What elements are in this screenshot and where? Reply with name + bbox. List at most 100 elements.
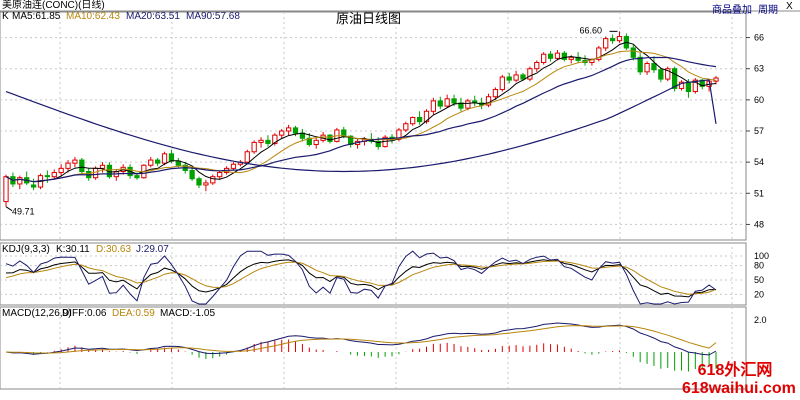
kdj-tick-label: 80	[754, 261, 764, 271]
candle-body	[499, 76, 505, 90]
price-tick-label: 57	[754, 126, 764, 136]
candle-body	[644, 63, 650, 73]
candle-body	[637, 56, 643, 73]
candle-body	[203, 182, 209, 186]
price-tick-label: 51	[754, 188, 764, 198]
candle-body	[168, 153, 175, 162]
candle-body	[672, 68, 678, 89]
candle-body	[678, 81, 685, 89]
period-button[interactable]: 周期	[758, 5, 778, 16]
kdj-tick-label: 100	[754, 251, 769, 261]
candle-body	[596, 47, 602, 60]
macd-legend-name: MACD(12,26,9)	[2, 308, 72, 319]
add-commodity-button[interactable]: 商品叠加	[712, 5, 752, 16]
candle-body	[692, 79, 698, 93]
candle-body	[244, 151, 250, 163]
candle-body	[665, 68, 671, 80]
ma20-line	[5, 56, 717, 183]
watermark-line2: 618waihui.com	[682, 380, 796, 397]
chart-title: 原油日线图	[336, 11, 402, 26]
candle-body	[51, 172, 57, 178]
candle-body	[485, 96, 492, 106]
kdj-j-line	[5, 250, 717, 305]
candle-body	[44, 175, 50, 178]
watermark-logo: 618外汇网 618waihui.com	[682, 362, 796, 398]
candle-body	[685, 81, 692, 93]
candle-body	[230, 163, 237, 169]
macd-tick-label: 2.0	[754, 315, 767, 325]
candle-body	[265, 139, 271, 144]
candle-body	[161, 153, 168, 164]
candle-body	[210, 176, 216, 184]
candle-body	[568, 56, 574, 60]
candle-body	[189, 169, 195, 180]
candle-body	[410, 117, 416, 125]
candle-body	[437, 100, 443, 107]
candle-body	[17, 177, 23, 185]
macd-panel-frame	[0, 306, 747, 390]
candle-body	[423, 110, 430, 123]
kdj-panel-frame	[0, 242, 747, 306]
candle-body	[134, 175, 140, 179]
candle-body	[561, 52, 567, 60]
ma10-legend: MA10:62.43	[66, 11, 120, 22]
candle-body	[79, 159, 85, 172]
low-price-pointer	[5, 206, 13, 212]
candle-body	[430, 100, 437, 112]
candle-body	[341, 129, 347, 137]
ma5-legend: MA5:61.85	[12, 11, 61, 22]
kdj-tick-label: 50	[754, 275, 764, 285]
price-panel-frame	[0, 11, 747, 241]
candle-body	[175, 160, 181, 166]
candle-body	[155, 159, 161, 164]
kdj-k-line	[5, 259, 717, 298]
candle-body	[403, 123, 409, 131]
candle-body	[217, 172, 223, 178]
candle-body	[72, 159, 78, 164]
candle-body	[279, 130, 285, 136]
candle-body	[506, 76, 512, 81]
macd-diff-line	[5, 322, 717, 356]
candle-body	[513, 74, 519, 81]
candle-body	[603, 38, 609, 49]
candle-body	[451, 98, 457, 104]
candle-body	[196, 178, 202, 186]
candle-body	[547, 53, 554, 59]
candle-body	[416, 117, 423, 123]
candle-body	[541, 53, 547, 63]
high-price-label: 66.60	[579, 25, 602, 35]
close-button[interactable]: X	[786, 1, 793, 12]
kdj-d-line	[5, 260, 717, 295]
kdj-tick-label: 20	[754, 289, 764, 299]
candle-body	[520, 74, 526, 80]
ma-legend-prefix: K	[2, 11, 9, 22]
price-tick-label: 66	[754, 33, 764, 43]
candle-body	[99, 164, 106, 169]
candle-body	[148, 159, 154, 166]
ma90-line	[5, 79, 717, 173]
ma10-line	[5, 50, 717, 183]
price-tick-label: 63	[754, 64, 764, 74]
candle-body	[375, 140, 381, 148]
candle-body	[3, 176, 9, 203]
candle-body	[444, 98, 450, 107]
candle-body	[630, 47, 636, 58]
candle-body	[534, 61, 540, 70]
price-tick-label: 54	[754, 157, 764, 167]
candle-body	[30, 184, 37, 188]
candle-body	[527, 68, 533, 80]
instrument-label: 美原油连(CONC)(日线)	[2, 0, 105, 11]
candle-body	[492, 88, 499, 98]
candle-body	[554, 52, 561, 59]
candle-body	[58, 167, 64, 174]
macd-legend-macd: MACD:-1.05	[160, 308, 216, 319]
candle-body	[285, 127, 292, 132]
candle-body	[327, 134, 333, 142]
candle-body	[616, 36, 623, 42]
ma5-line	[5, 41, 717, 183]
price-tick-label: 60	[754, 95, 764, 105]
candle-body	[465, 100, 471, 109]
candle-body	[272, 134, 278, 144]
ma90-legend: MA90:57.68	[186, 11, 240, 22]
